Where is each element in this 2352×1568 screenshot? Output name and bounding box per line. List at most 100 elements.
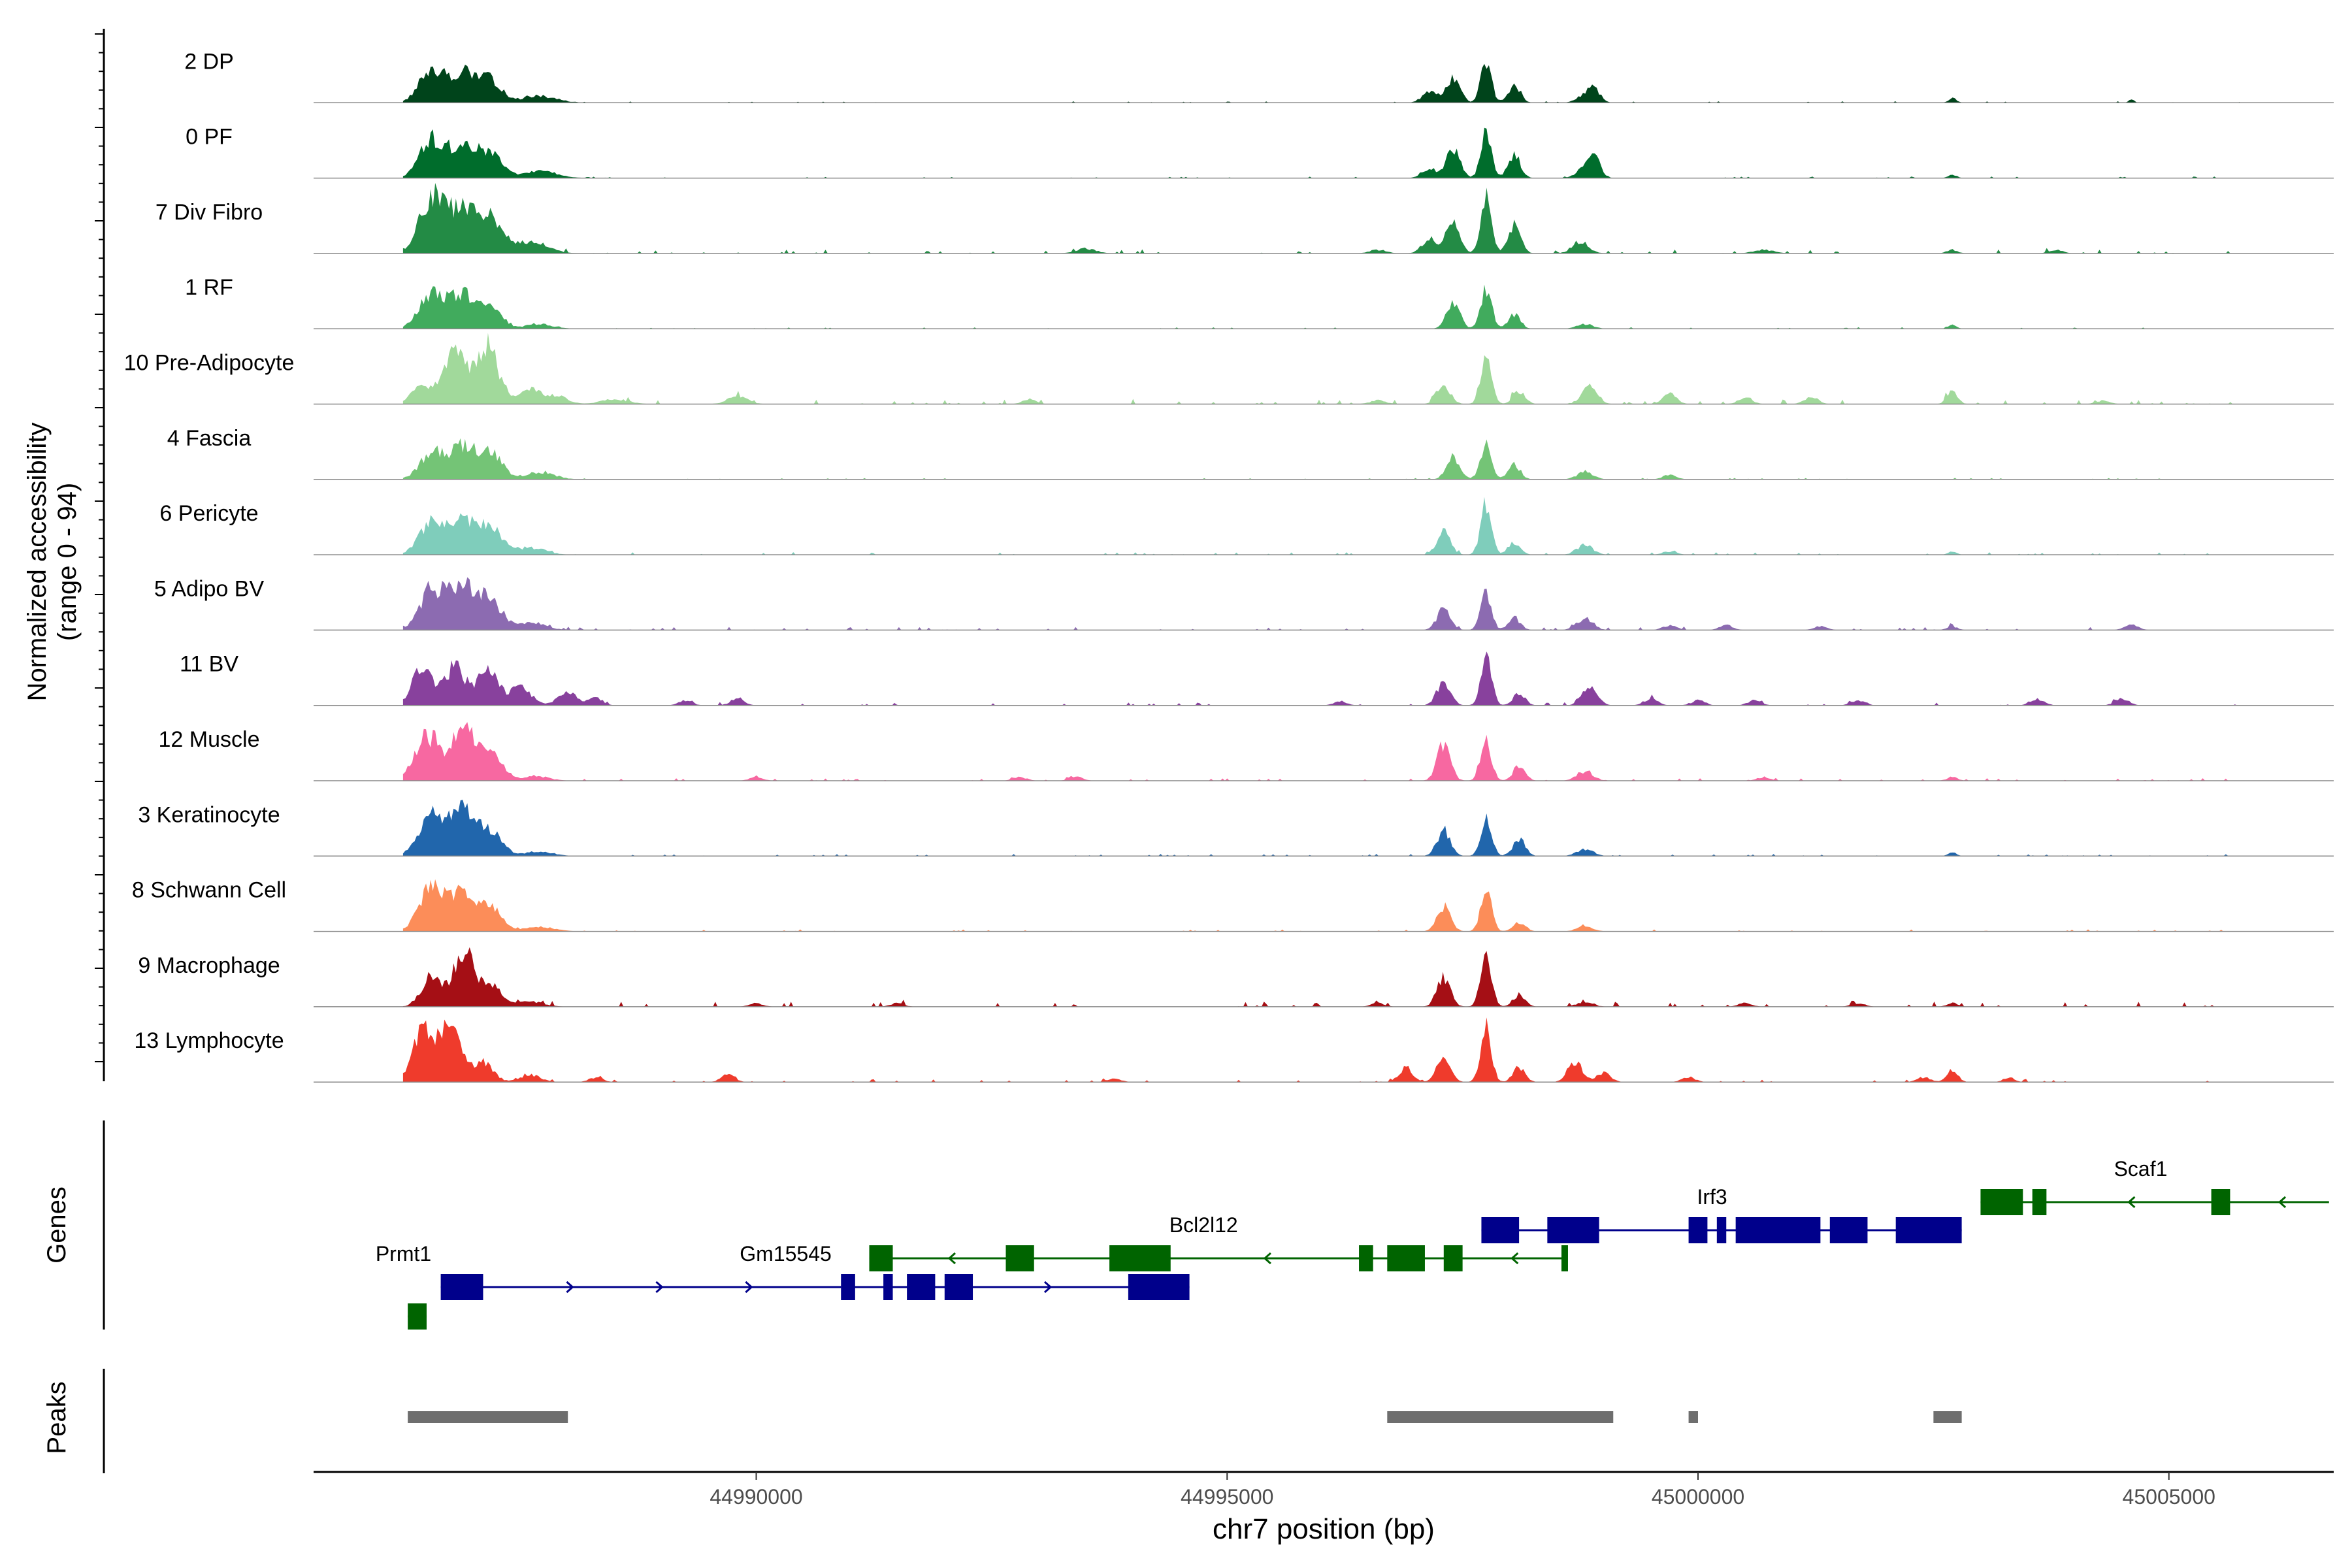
gene-exon (408, 1303, 427, 1330)
gene-exon (944, 1274, 973, 1300)
gene-exon (1109, 1245, 1171, 1271)
y-axis-title-line1: Normalized accessibility (23, 423, 52, 702)
gene-exon (2032, 1189, 2047, 1215)
peak-bar (1688, 1411, 1698, 1423)
strand-arrow (1511, 1252, 1519, 1265)
gene-model: Irf3 (1481, 1185, 1962, 1243)
coverage-track: 7 Div Fibro (155, 183, 2334, 254)
gene-exon (1561, 1245, 1568, 1271)
gene-exon (1895, 1217, 1962, 1243)
coverage-area (402, 183, 2240, 253)
track-label: 8 Schwann Cell (132, 878, 286, 903)
strand-arrow (2278, 1196, 2287, 1209)
peak-bar (1387, 1411, 1614, 1423)
gene-model: Bcl2l12 (869, 1213, 1568, 1271)
gene-exon (1829, 1217, 1868, 1243)
strand-arrow (1263, 1252, 1271, 1265)
coverage-area (402, 879, 2240, 932)
track-label: 3 Keratinocyte (138, 802, 280, 827)
coverage-y-axis-ticks (95, 33, 104, 1062)
coverage-track: 8 Schwann Cell (132, 878, 2334, 932)
coverage-track: 1 RF (185, 275, 2334, 329)
gene-model: Prmt1 (376, 1242, 841, 1300)
strand-arrow (1043, 1281, 1053, 1294)
peak-bar (408, 1411, 568, 1423)
x-axis-title: chr7 position (bp) (1213, 1513, 1435, 1545)
x-tick-label: 45000000 (1652, 1485, 1744, 1509)
gene-exon (2211, 1189, 2230, 1215)
coverage-area (402, 651, 2240, 706)
coverage-track: 6 Pericyte (159, 497, 2334, 555)
x-tick-label: 44995000 (1181, 1485, 1273, 1509)
coverage-track: 3 Keratinocyte (138, 800, 2334, 857)
coverage-area (402, 577, 2240, 630)
gene-exon (841, 1274, 855, 1300)
x-axis: 44990000 44995000 45000000 45005000 chr7 po… (314, 1471, 2334, 1545)
coverage-area (402, 722, 2240, 781)
track-label: 12 Muscle (159, 727, 260, 752)
gene-exon (1481, 1217, 1520, 1243)
track-label: 0 PF (186, 125, 233, 150)
coverage-area (402, 127, 2240, 178)
coverage-track: 5 Adipo BV (154, 576, 2334, 631)
strand-arrow (2127, 1196, 2136, 1209)
coverage-track: 2 DP (184, 49, 2334, 104)
track-label: 7 Div Fibro (155, 200, 263, 225)
strand-arrow (745, 1281, 753, 1294)
gene-label: Prmt1 (376, 1242, 431, 1266)
gene-label: Irf3 (1697, 1185, 1727, 1209)
coverage-area (402, 1017, 2240, 1083)
coverage-area (402, 497, 2240, 555)
gene-exon (1688, 1217, 1708, 1243)
track-label: 1 RF (185, 275, 233, 300)
gene-model (408, 1303, 427, 1330)
gene-exon (1716, 1217, 1727, 1243)
coverage-tracks: 2 DP 0 PF 7 Div Fibro 1 RF 10 Pre-Adipocyte 4… (124, 49, 2334, 1083)
track-label: 4 Fascia (167, 426, 252, 451)
coverage-track: 4 Fascia (167, 426, 2334, 480)
coverage-area (402, 438, 2240, 480)
gene-panel: Genes Scaf1 Irf3 Bcl2l12 Gm15545 Prmt1 (42, 1120, 2329, 1330)
coverage-area (402, 63, 2240, 103)
genes-panel-label: Genes (42, 1186, 71, 1264)
gene-label: Scaf1 (2114, 1157, 2168, 1181)
gene-exon (1980, 1189, 2023, 1215)
gene-exon (907, 1274, 936, 1300)
strand-arrow (947, 1252, 956, 1265)
coverage-area (402, 333, 2240, 404)
gene-models: Scaf1 Irf3 Bcl2l12 Gm15545 Prmt1 (376, 1157, 2329, 1330)
gene-exon (1443, 1245, 1463, 1271)
strand-arrow (655, 1281, 664, 1294)
peak-regions (408, 1411, 1962, 1423)
track-label: 11 BV (180, 652, 238, 677)
gene-exon (440, 1274, 483, 1300)
gene-exon (869, 1245, 893, 1271)
gene-exon (1128, 1274, 1190, 1300)
gene-exon (883, 1274, 893, 1300)
coverage-area (402, 800, 2240, 857)
track-label: 6 Pericyte (159, 501, 258, 526)
coverage-area (402, 947, 2240, 1007)
coverage-track: 13 Lymphocyte (134, 1017, 2334, 1083)
track-label: 2 DP (184, 49, 234, 74)
coverage-track: 11 BV (180, 651, 2334, 706)
y-axis-title-line2: (range 0 - 94) (53, 483, 82, 641)
coverage-track: 9 Macrophage (138, 947, 2334, 1007)
coverage-track: 10 Pre-Adipocyte (124, 333, 2334, 405)
y-axis-title: Normalized accessibility (range 0 - 94) (23, 423, 82, 702)
x-axis-ticks: 44990000 44995000 45000000 45005000 (710, 1472, 2215, 1509)
track-label: 5 Adipo BV (154, 576, 265, 601)
gene-exon (1547, 1217, 1599, 1243)
x-tick-label: 45005000 (2123, 1485, 2215, 1509)
x-tick-label: 44990000 (710, 1485, 802, 1509)
track-label: 10 Pre-Adipocyte (124, 351, 295, 376)
gene-exon (1387, 1245, 1425, 1271)
coverage-track: 0 PF (186, 125, 2334, 179)
gene-label: Gm15545 (740, 1242, 832, 1266)
gene-model: Gm15545 (740, 1242, 1190, 1300)
gene-exon (1005, 1245, 1034, 1271)
gene-model: Scaf1 (1980, 1157, 2329, 1215)
peaks-panel-label: Peaks (42, 1381, 71, 1454)
coverage-area (402, 284, 2240, 329)
